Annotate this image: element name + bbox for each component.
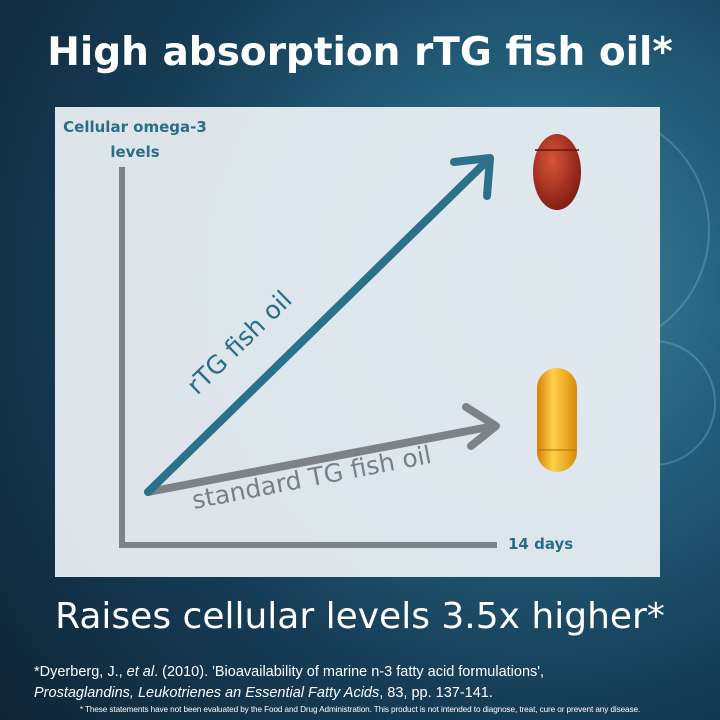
fda-disclaimer: * These statements have not been evaluat…	[79, 705, 641, 714]
series-line-standard-tg	[144, 403, 500, 496]
axes	[119, 167, 497, 548]
citation-text: , 83, pp. 137-141.	[379, 685, 493, 701]
series-line-rtg	[144, 154, 494, 496]
subtitle: Raises cellular levels 3.5x higher*	[55, 596, 665, 637]
x-axis-label: 14 days	[508, 535, 574, 553]
citation-journal: Prostaglandins, Leukotrienes an Essentia…	[34, 685, 380, 701]
y-axis-label: Cellular omega-3 levels	[63, 118, 207, 161]
red-capsule-image	[533, 134, 581, 210]
citation-text: *Dyerberg, J.,	[34, 664, 127, 680]
yellow-capsule-image	[537, 368, 577, 472]
citation: *Dyerberg, J., et al. (2010). 'Bioavaila…	[34, 662, 714, 704]
citation-text: . (2010). 'Bioavailability of marine n-3…	[154, 664, 545, 680]
page-title: High absorption rTG fish oil*	[47, 30, 673, 75]
citation-etal: et al	[126, 664, 155, 680]
